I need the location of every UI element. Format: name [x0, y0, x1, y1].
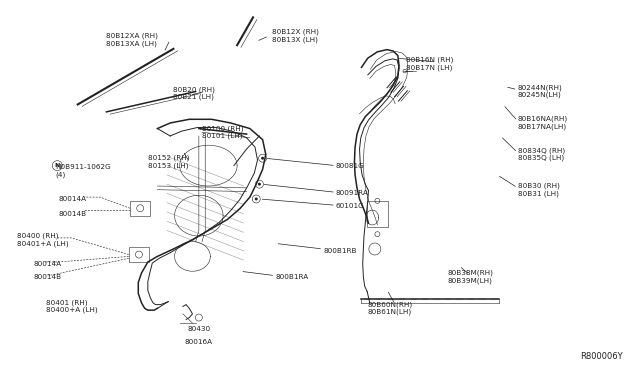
Text: 80014B: 80014B — [33, 274, 61, 280]
Text: 80B16NA(RH)
80B17NA(LH): 80B16NA(RH) 80B17NA(LH) — [518, 116, 568, 130]
Text: 80400 (RH)
80401+A (LH): 80400 (RH) 80401+A (LH) — [17, 233, 68, 247]
Text: 80152 (RH)
80153 (LH): 80152 (RH) 80153 (LH) — [148, 155, 189, 169]
Text: 80B60N(RH)
80B61N(LH): 80B60N(RH) 80B61N(LH) — [368, 301, 413, 315]
Text: 80016A: 80016A — [185, 339, 213, 344]
Text: 80100 (RH)
80101 (LH): 80100 (RH) 80101 (LH) — [202, 125, 244, 139]
Circle shape — [255, 198, 258, 201]
Text: 80B20 (RH)
80B21 (LH): 80B20 (RH) 80B21 (LH) — [173, 86, 215, 100]
Text: 60101G: 60101G — [336, 203, 365, 209]
Text: 80081G: 80081G — [336, 163, 365, 169]
Bar — [367, 201, 388, 227]
Text: 80834Q (RH)
80835Q (LH): 80834Q (RH) 80835Q (LH) — [518, 148, 564, 161]
Text: 80B30 (RH)
80B31 (LH): 80B30 (RH) 80B31 (LH) — [518, 183, 559, 197]
Text: N0B911-1062G
(4): N0B911-1062G (4) — [56, 164, 111, 178]
Text: 80014B: 80014B — [59, 211, 86, 217]
Text: 80430: 80430 — [188, 326, 211, 332]
Text: 80014A: 80014A — [59, 196, 86, 202]
Text: 80014A: 80014A — [33, 261, 61, 267]
Circle shape — [258, 183, 261, 186]
Text: 80B16N (RH)
80B17N (LH): 80B16N (RH) 80B17N (LH) — [406, 57, 454, 71]
Circle shape — [261, 157, 264, 160]
Text: 80091RA: 80091RA — [336, 190, 369, 196]
Text: 80244N(RH)
80245N(LH): 80244N(RH) 80245N(LH) — [518, 84, 563, 99]
Text: 80B38M(RH)
80B39M(LH): 80B38M(RH) 80B39M(LH) — [447, 270, 493, 284]
Text: 80401 (RH)
80400+A (LH): 80401 (RH) 80400+A (LH) — [46, 299, 97, 314]
Text: 800B1RA: 800B1RA — [275, 274, 308, 280]
Text: R800006Y: R800006Y — [580, 352, 623, 361]
Bar — [130, 201, 150, 216]
Text: 80B12X (RH)
80B13X (LH): 80B12X (RH) 80B13X (LH) — [272, 29, 319, 43]
Text: 800B1RB: 800B1RB — [323, 248, 356, 254]
Text: N: N — [54, 163, 60, 168]
Text: 80B12XA (RH)
80B13XA (LH): 80B12XA (RH) 80B13XA (LH) — [106, 33, 158, 46]
Bar — [129, 247, 149, 262]
